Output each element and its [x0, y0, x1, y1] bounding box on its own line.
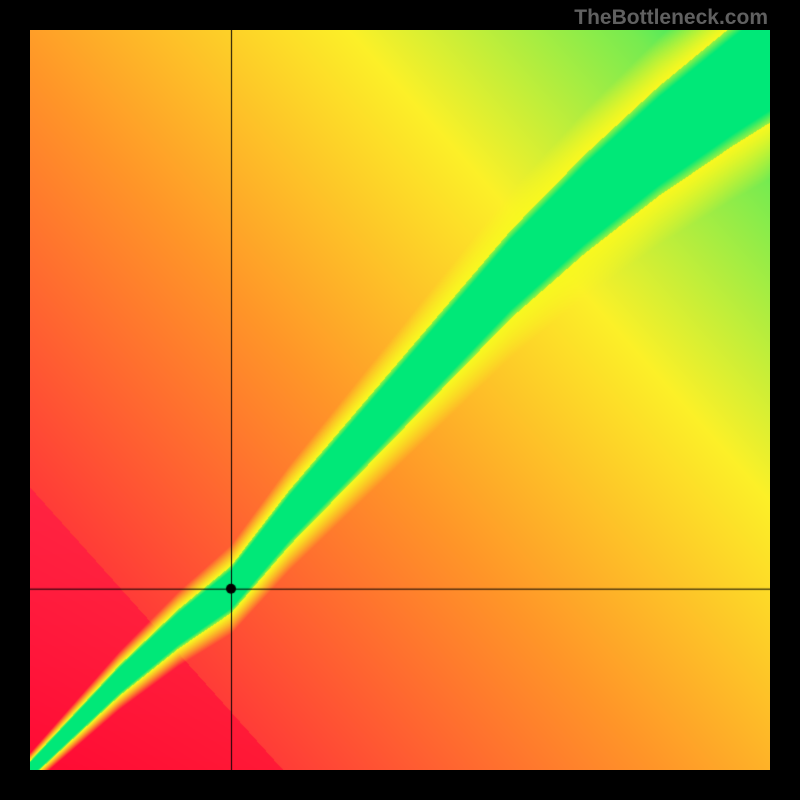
watermark-text: TheBottleneck.com	[574, 6, 768, 30]
plot-area	[30, 30, 770, 770]
heatmap-canvas	[30, 30, 770, 770]
chart-container: TheBottleneck.com	[0, 0, 800, 800]
